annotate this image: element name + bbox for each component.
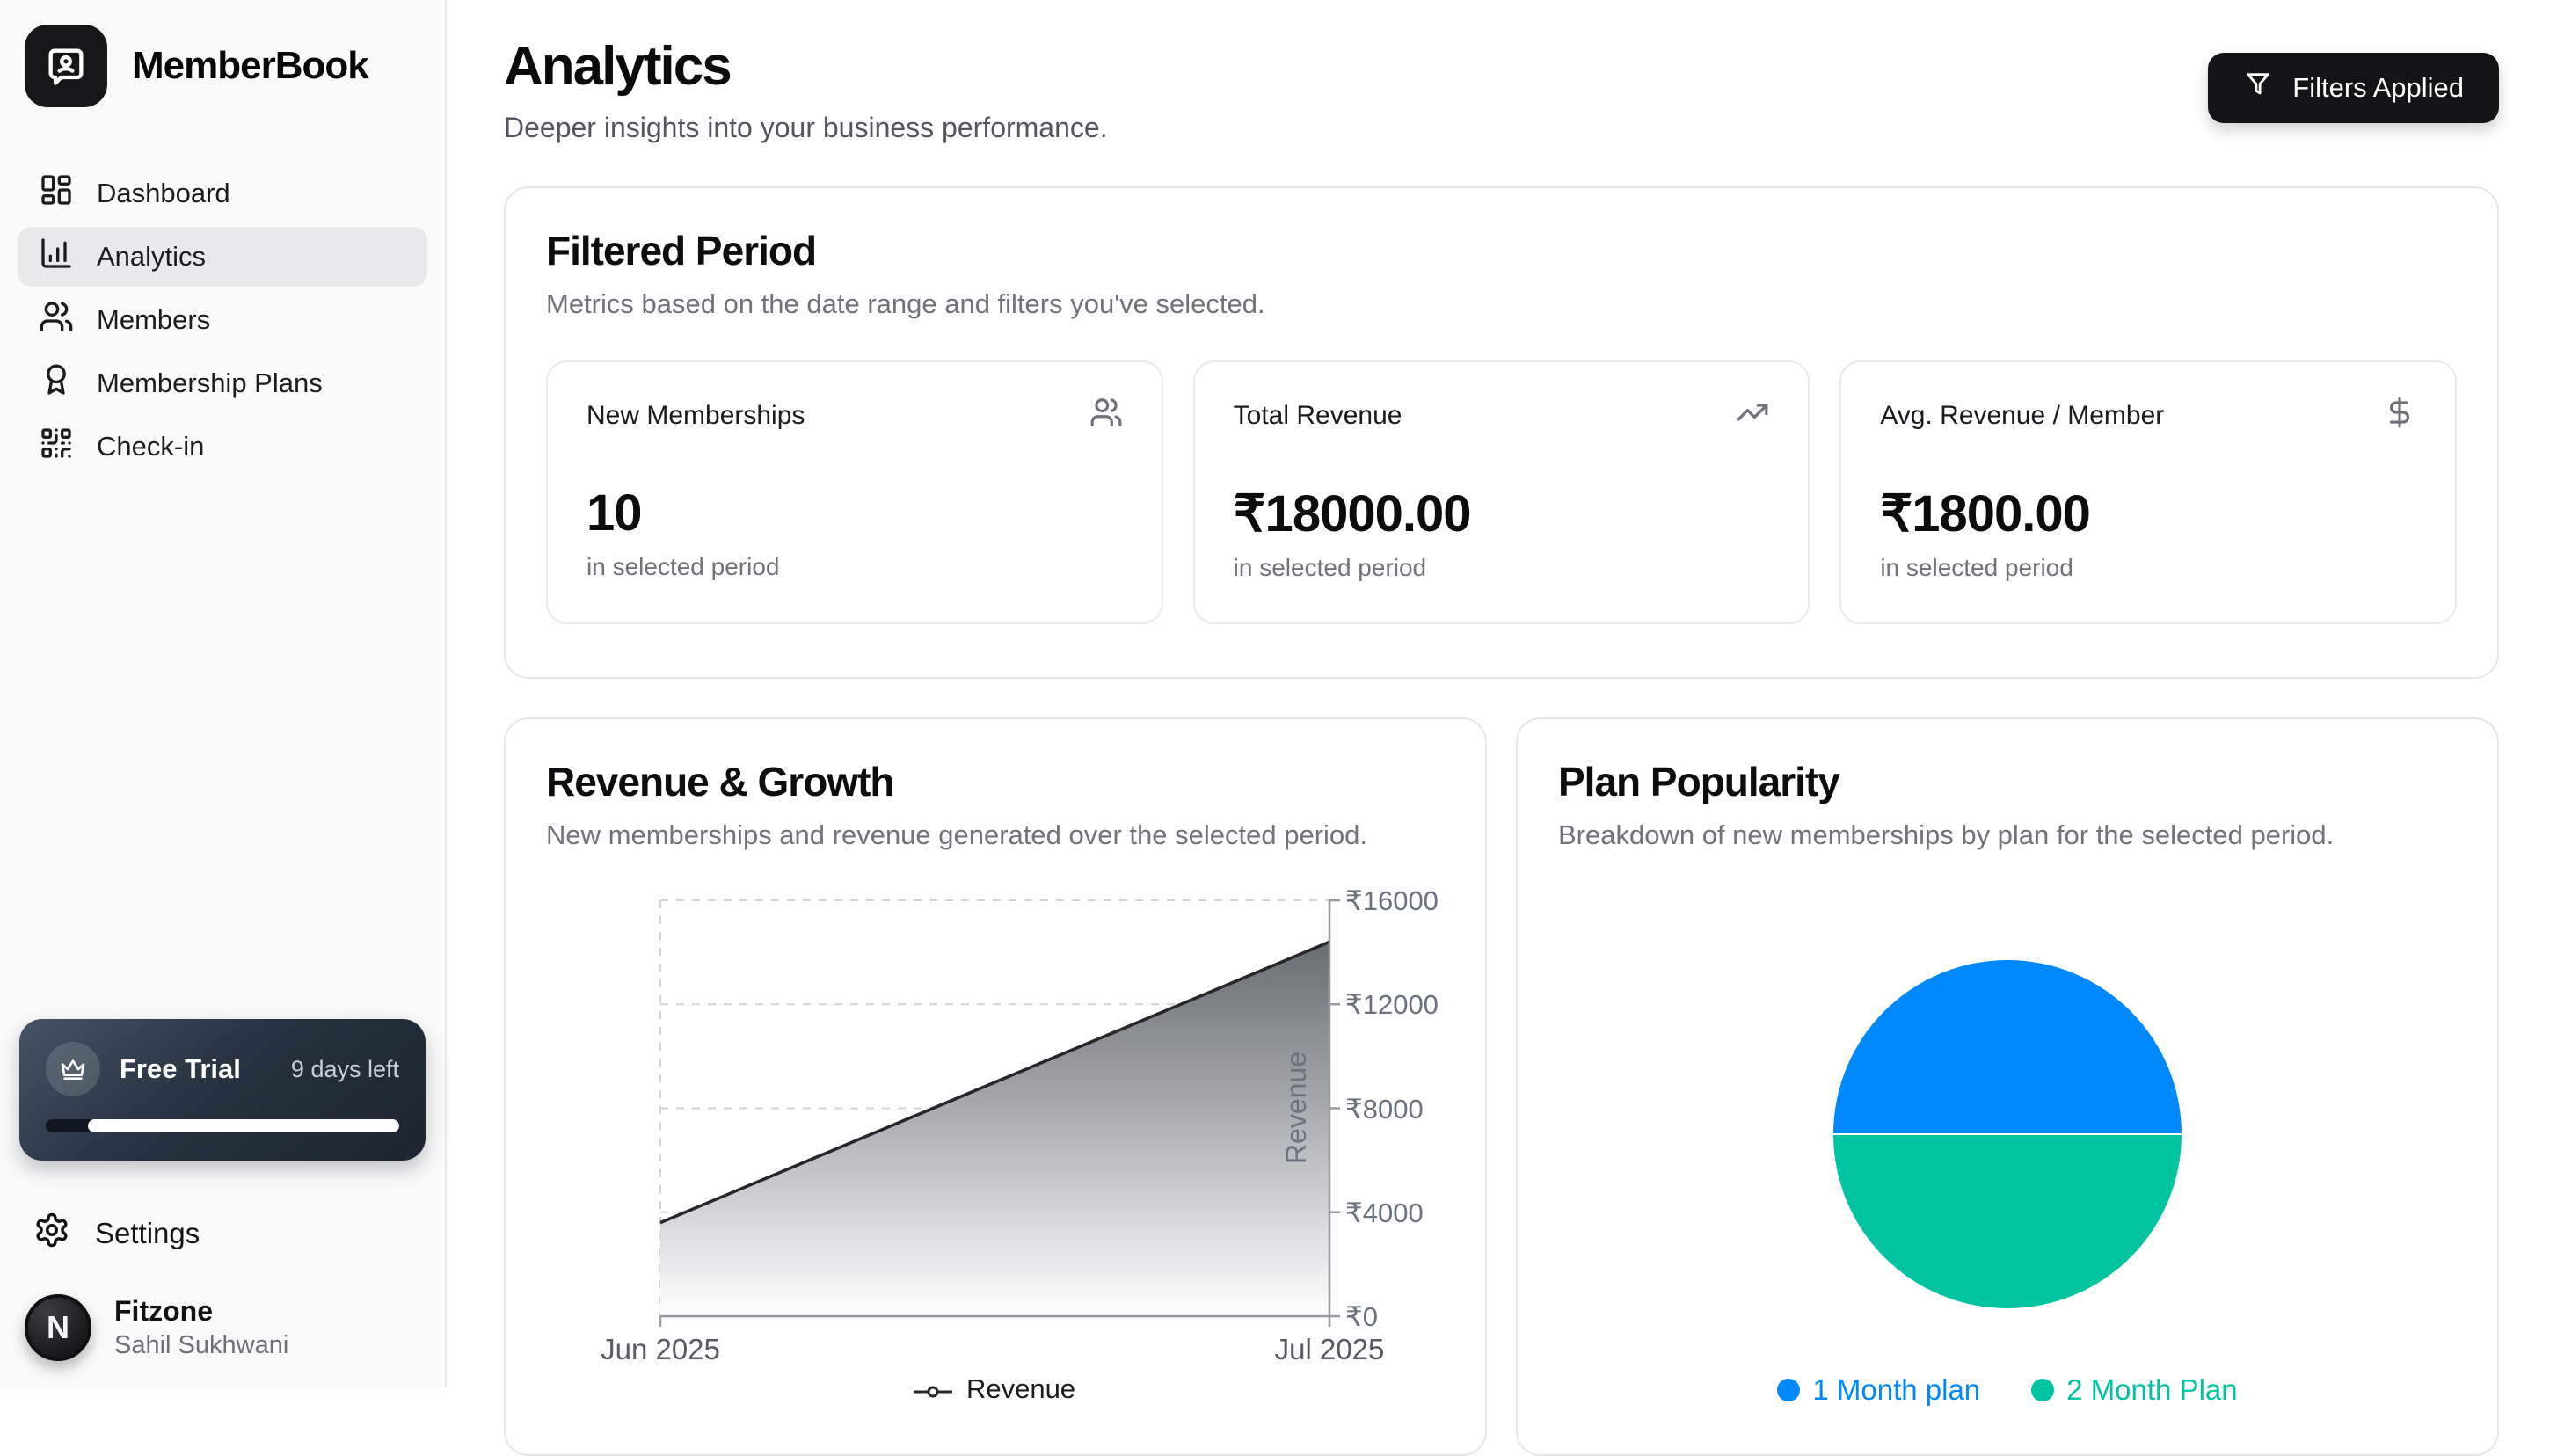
brand: MemberBook <box>18 25 427 107</box>
revenue-legend: Revenue <box>546 1373 1443 1405</box>
y-tick: ₹0 <box>1345 1301 1378 1332</box>
sidebar-item-label: Analytics <box>97 241 207 272</box>
sidebar-item-label: Check-in <box>97 431 205 462</box>
y-tick: ₹12000 <box>1345 989 1439 1020</box>
y-axis-label: Revenue <box>1280 1052 1312 1164</box>
metric-card-new-memberships: New Memberships 10 in selected period <box>546 360 1163 624</box>
trial-title: Free Trial <box>120 1053 241 1084</box>
trial-progress-fill <box>88 1119 399 1132</box>
metric-card-total-revenue: Total Revenue ₹18000.00 in selected peri… <box>1192 360 1810 624</box>
filters-applied-label: Filters Applied <box>2292 72 2464 103</box>
sidebar-item-analytics[interactable]: Analytics <box>18 227 427 287</box>
line-marker-icon <box>913 1373 952 1405</box>
pie <box>1833 960 2182 1308</box>
trending-up-icon <box>1736 396 1769 436</box>
metric-label: Total Revenue <box>1233 401 1402 430</box>
page-subtitle: Deeper insights into your business perfo… <box>504 112 1108 143</box>
sidebar-nav: Dashboard Analytics Members <box>18 164 427 480</box>
metric-cards: New Memberships 10 in selected period To… <box>546 360 2457 624</box>
award-icon <box>39 362 74 404</box>
page-header: Analytics Deeper insights into your busi… <box>504 35 2499 144</box>
dollar-icon <box>2383 396 2416 436</box>
sidebar-item-label: Dashboard <box>97 178 230 208</box>
app-title: MemberBook <box>132 44 369 87</box>
settings-label: Settings <box>95 1217 200 1249</box>
revenue-legend-label: Revenue <box>965 1373 1076 1404</box>
avatar-letter: N <box>47 1309 69 1345</box>
plan-popularity-pie-chart: 1 Month plan 2 Month Plan <box>1558 960 2457 1407</box>
revenue-growth-subtitle: New memberships and revenue generated ov… <box>546 819 1367 850</box>
user-profile[interactable]: N Fitzone Sahil Sukhwani <box>18 1294 427 1361</box>
pie-slice-divider <box>1833 1133 2182 1135</box>
metric-caption: in selected period <box>1880 554 2073 581</box>
legend-item-2-month: 2 Month Plan <box>2031 1373 2238 1407</box>
filters-applied-button[interactable]: Filters Applied <box>2208 53 2499 123</box>
bar-chart-icon <box>39 236 74 278</box>
metric-label: Avg. Revenue / Member <box>1880 401 2165 430</box>
metric-label: New Memberships <box>586 401 805 430</box>
user-org: Fitzone <box>114 1295 213 1327</box>
sidebar-item-settings[interactable]: Settings <box>18 1212 427 1256</box>
sidebar-item-check-in[interactable]: Check-in <box>18 417 427 477</box>
crown-icon <box>46 1042 100 1096</box>
sidebar-item-dashboard[interactable]: Dashboard <box>18 164 427 223</box>
y-tick: ₹16000 <box>1345 885 1439 916</box>
plan-popularity-subtitle: Breakdown of new memberships by plan for… <box>1558 819 2335 850</box>
sidebar-item-label: Membership Plans <box>97 368 323 398</box>
free-trial-card[interactable]: Free Trial 9 days left <box>19 1019 426 1161</box>
memberbook-logo-icon <box>25 25 107 107</box>
legend-dot-icon <box>1777 1379 1801 1401</box>
filtered-period-subtitle: Metrics based on the date range and filt… <box>546 288 1265 319</box>
page-title: Analytics <box>504 36 732 97</box>
revenue-growth-title: Revenue & Growth <box>546 759 895 804</box>
plan-popularity-title: Plan Popularity <box>1558 759 1840 804</box>
pie-legend: 1 Month plan 2 Month Plan <box>1558 1373 2457 1407</box>
sidebar-item-membership-plans[interactable]: Membership Plans <box>18 353 427 413</box>
users-icon <box>39 299 74 341</box>
metric-card-avg-revenue: Avg. Revenue / Member ₹1800.00 in select… <box>1839 360 2457 624</box>
x-tick-jul: Jul 2025 <box>1275 1333 1385 1365</box>
plan-popularity-panel: Plan Popularity Breakdown of new members… <box>1516 717 2499 1456</box>
gear-icon <box>33 1212 70 1256</box>
revenue-growth-panel: Revenue & Growth New memberships and rev… <box>504 717 1487 1456</box>
trial-progress-bar <box>46 1119 399 1132</box>
sidebar: MemberBook Dashboard Analytics <box>0 0 447 1387</box>
legend-item-1-month: 1 Month plan <box>1777 1373 1980 1407</box>
metric-value: ₹18000.00 <box>1233 485 1472 542</box>
sidebar-item-members[interactable]: Members <box>18 290 427 350</box>
charts-row: Revenue & Growth New memberships and rev… <box>504 717 2499 1456</box>
sidebar-item-label: Members <box>97 304 211 335</box>
main-content: Analytics Deeper insights into your busi… <box>448 0 2557 1456</box>
metric-caption: in selected period <box>1233 554 1427 581</box>
qr-code-icon <box>39 426 74 468</box>
x-tick-jun: Jun 2025 <box>601 1333 720 1365</box>
filter-funnel-icon <box>2243 69 2273 106</box>
trial-days-left: 9 days left <box>290 1055 399 1082</box>
legend-dot-icon <box>2031 1379 2055 1401</box>
users-icon <box>1089 396 1123 436</box>
y-tick: ₹4000 <box>1345 1198 1424 1228</box>
metric-value: 10 <box>586 484 643 542</box>
filtered-period-panel: Filtered Period Metrics based on the dat… <box>504 186 2499 679</box>
metric-value: ₹1800.00 <box>1880 485 2091 542</box>
avatar: N <box>25 1294 91 1361</box>
legend-label: 2 Month Plan <box>2066 1373 2238 1406</box>
metric-caption: in selected period <box>586 553 780 580</box>
revenue-area-chart: ₹0 ₹4000 ₹8000 ₹12000 ₹16000 Jun 2025 Ju… <box>546 867 1445 1447</box>
user-name: Sahil Sukhwani <box>114 1331 289 1359</box>
dashboard-icon <box>39 172 74 215</box>
filtered-period-title: Filtered Period <box>546 228 817 273</box>
legend-label: 1 Month plan <box>1812 1373 1981 1406</box>
y-tick: ₹8000 <box>1345 1094 1424 1125</box>
